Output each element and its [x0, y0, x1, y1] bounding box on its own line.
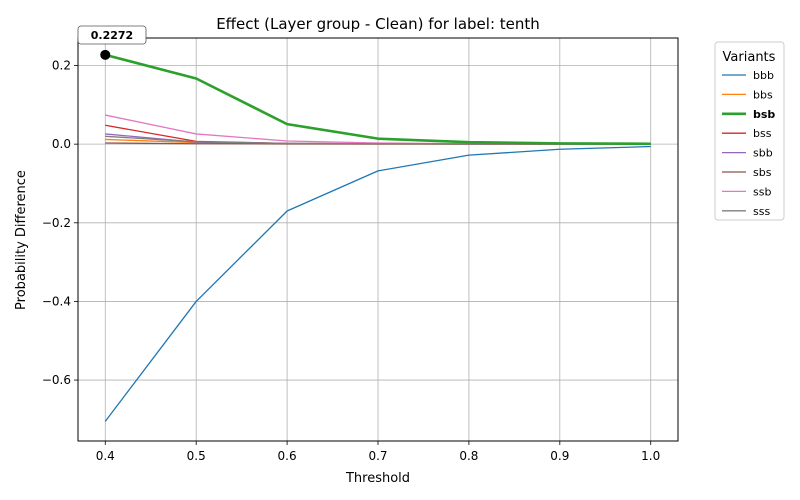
y-tick-label: −0.6 — [42, 373, 71, 387]
legend-items: bbb bbs bsb bss sbb sbs ssb sss — [722, 69, 775, 218]
legend-label-sbb: sbb — [753, 147, 773, 160]
x-axis-ticks: 0.4 0.5 0.6 0.7 0.8 0.9 1.0 — [96, 441, 660, 463]
x-axis-label: Threshold — [345, 471, 410, 486]
legend-label-bbb: bbb — [753, 69, 774, 82]
y-tick-label: 0.2 — [52, 59, 71, 73]
series-lines — [104, 53, 651, 422]
legend-frame — [714, 41, 785, 221]
legend-label-bss: bss — [753, 127, 772, 140]
legend-title: Variants — [723, 50, 776, 65]
peak-label: 0.2272 — [91, 29, 133, 42]
peak-annotation: 0.2272 — [77, 25, 147, 60]
legend-label-ssb: ssb — [753, 185, 771, 198]
x-tick-label: 0.6 — [278, 449, 297, 463]
legend-label-bbs: bbs — [753, 88, 773, 101]
legend-label-bsb: bsb — [753, 108, 775, 121]
chart-title: Effect (Layer group - Clean) for label: … — [216, 15, 540, 33]
y-axis-ticks: −0.6 −0.4 −0.2 0.0 0.2 — [42, 59, 78, 387]
peak-label-box — [77, 25, 147, 45]
x-tick-label: 0.5 — [187, 449, 206, 463]
y-tick-label: −0.4 — [42, 294, 71, 308]
legend: Variants bbb bbs bsb bss sbb sbs ssb sss — [714, 41, 785, 221]
legend-label-sbs: sbs — [753, 166, 772, 179]
x-tick-label: 0.8 — [459, 449, 478, 463]
legend-label-sss: sss — [753, 205, 770, 218]
series-line-bsb — [104, 53, 651, 146]
x-tick-label: 1.0 — [641, 449, 660, 463]
x-tick-label: 0.9 — [550, 449, 569, 463]
y-tick-label: −0.2 — [42, 216, 71, 230]
x-tick-label: 0.4 — [96, 449, 115, 463]
y-tick-label: 0.0 — [52, 137, 71, 151]
x-tick-label: 0.7 — [368, 449, 387, 463]
series-line-bbb — [104, 145, 651, 422]
y-axis-label: Probability Difference — [14, 170, 29, 310]
grid-lines — [78, 38, 678, 441]
peak-marker — [100, 49, 111, 60]
